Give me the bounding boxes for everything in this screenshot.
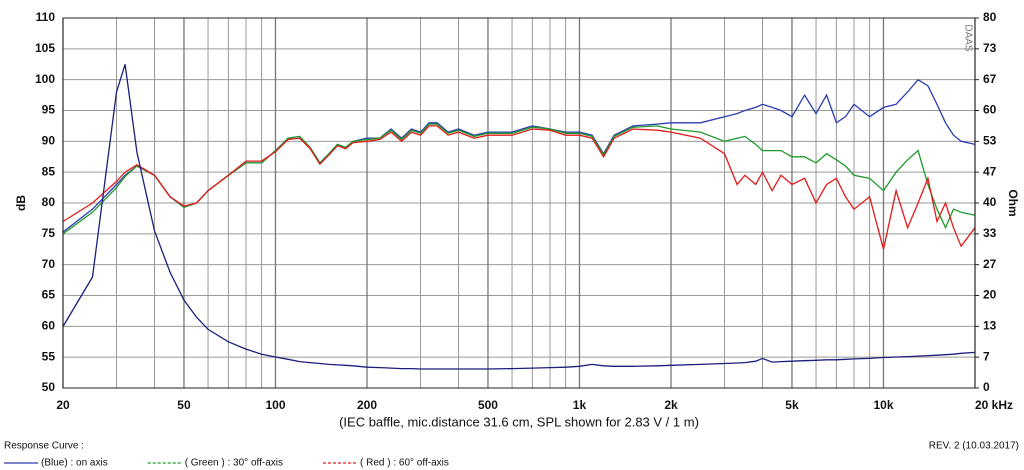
y2-tick-label: 67 bbox=[983, 72, 997, 86]
x-axis-label: (IEC baffle, mic.distance 31.6 cm, SPL s… bbox=[339, 414, 699, 429]
legend-label: ( Green ) : 30° off-axis bbox=[185, 458, 283, 469]
y-tick-label: 85 bbox=[42, 164, 56, 178]
y2-tick-label: 7 bbox=[983, 349, 990, 363]
x-tick-label: 20 bbox=[56, 398, 70, 412]
x-tick-label: 50 bbox=[177, 398, 191, 412]
y2-tick-label: 53 bbox=[983, 134, 997, 148]
plot-lines bbox=[62, 64, 976, 370]
y-tick-label: 80 bbox=[42, 195, 56, 209]
y2-tick-label: 40 bbox=[983, 195, 997, 209]
y2-tick-label: 80 bbox=[983, 10, 997, 24]
y2-tick-label: 13 bbox=[983, 319, 997, 333]
x-tick-label: 200 bbox=[357, 398, 377, 412]
y2-tick-label: 0 bbox=[983, 380, 990, 394]
y-tick-label: 95 bbox=[42, 103, 56, 117]
legend-label: (Blue) : on axis bbox=[41, 458, 108, 469]
y2-tick-label: 27 bbox=[983, 257, 997, 271]
watermark: DAAS bbox=[962, 24, 973, 52]
x-tick-label: 20 kHz bbox=[975, 398, 1013, 412]
x-tick-label: 500 bbox=[478, 398, 498, 412]
y-tick-label: 60 bbox=[42, 319, 56, 333]
y-tick-label: 55 bbox=[42, 349, 56, 363]
revision: REV. 2 (10.03.2017) bbox=[929, 441, 1019, 452]
series-line bbox=[62, 64, 976, 370]
y2-tick-label: 60 bbox=[983, 103, 997, 117]
x-tick-label: 100 bbox=[265, 398, 285, 412]
x-tick-label: 1k bbox=[573, 398, 587, 412]
series-line bbox=[62, 125, 976, 250]
y-tick-label: 90 bbox=[42, 134, 56, 148]
grid bbox=[62, 17, 976, 389]
y-tick-label: 105 bbox=[35, 41, 55, 55]
y2-axis-label: Ohm bbox=[1006, 189, 1020, 216]
y-tick-label: 65 bbox=[42, 288, 56, 302]
y2-tick-label: 73 bbox=[983, 41, 997, 55]
x-tick-label: 5k bbox=[785, 398, 799, 412]
y-tick-label: 70 bbox=[42, 257, 56, 271]
y-axis-label: dB bbox=[14, 195, 28, 211]
y-tick-label: 100 bbox=[35, 72, 55, 86]
caption: Response Curve : bbox=[4, 441, 84, 452]
y2-tick-label: 33 bbox=[983, 226, 997, 240]
y-tick-label: 110 bbox=[36, 10, 56, 24]
legend-label: ( Red ) : 60° off-axis bbox=[360, 458, 449, 469]
x-tick-label: 10k bbox=[873, 398, 893, 412]
series-line bbox=[62, 123, 976, 235]
y-tick-label: 50 bbox=[42, 380, 56, 394]
x-tick-label: 2k bbox=[664, 398, 678, 412]
y2-tick-label: 20 bbox=[983, 288, 997, 302]
y2-tick-label: 47 bbox=[983, 164, 997, 178]
y-tick-label: 75 bbox=[42, 226, 56, 240]
